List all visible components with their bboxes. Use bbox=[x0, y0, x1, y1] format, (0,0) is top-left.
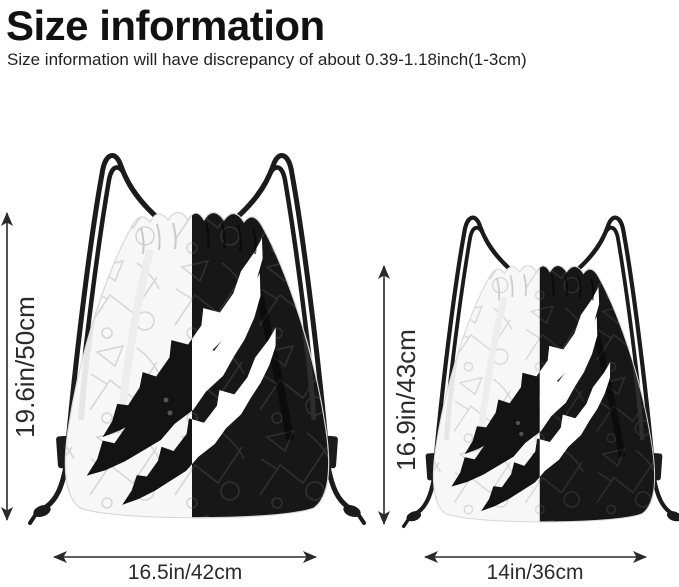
dimension-lines bbox=[1, 212, 647, 563]
page-title: Size information bbox=[6, 2, 325, 49]
height-label-large: 19.6in/50cm bbox=[10, 296, 40, 438]
drawstring-bag-small bbox=[404, 213, 679, 541]
page-subtitle: Size information will have discrepancy o… bbox=[7, 50, 527, 69]
width-label-small: 14in/36cm bbox=[486, 561, 584, 584]
width-label-large: 16.5in/42cm bbox=[127, 561, 243, 584]
drawstring-bag-large bbox=[30, 150, 364, 540]
height-label-small: 16.9in/43cm bbox=[391, 329, 421, 471]
